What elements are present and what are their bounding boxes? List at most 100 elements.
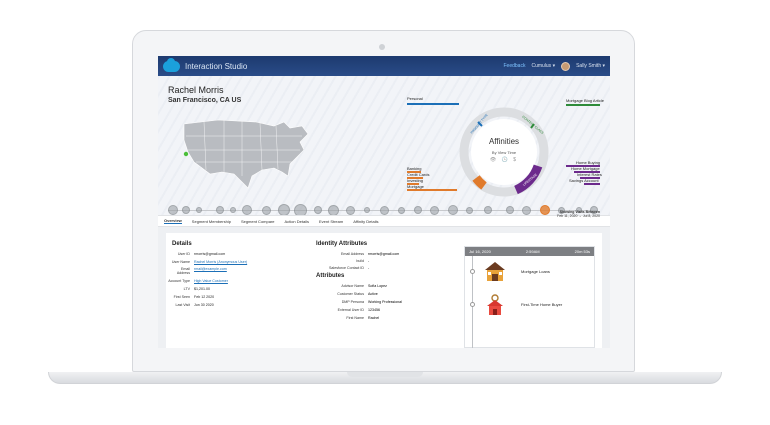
details-title: Details	[172, 241, 192, 247]
affinity-bar	[580, 177, 600, 179]
feed-header: Jul 16, 2020 2:59AM 20m 53s	[465, 247, 594, 256]
house-key-icon	[487, 294, 503, 315]
attributes-title: Attributes	[316, 273, 345, 279]
detail-row: User ID rmorris@gmail.com	[177, 252, 226, 256]
status-link[interactable]: Active	[368, 292, 378, 296]
event-feed: Jul 16, 2020 2:59AM 20m 53s Mortgage Loa…	[464, 246, 595, 348]
affinity-label-personal: Personal	[407, 96, 423, 101]
us-map-shape	[183, 119, 309, 189]
account-type-link[interactable]: High Value Customer	[194, 279, 228, 283]
identity-row: build -	[356, 259, 370, 263]
attribute-row: External User ID 123456	[337, 308, 380, 312]
visit-bubble[interactable]	[430, 206, 439, 215]
visit-bubble[interactable]	[230, 207, 236, 213]
tab-affinity-details[interactable]: Affinity Details	[353, 218, 379, 224]
visit-bubble[interactable]	[216, 206, 224, 214]
detail-row: LTV $1,201.00	[183, 287, 210, 291]
salesforce-cloud-icon	[163, 57, 180, 72]
feed-event-2[interactable]: First-Time Home Buyer	[521, 302, 563, 307]
affinity-bar	[584, 183, 600, 185]
ring-tick-green	[530, 123, 535, 129]
screen: Interaction Studio Feedback Cumulus ▾ Sa…	[158, 56, 610, 348]
profile-name: Rachel Morris	[168, 85, 224, 95]
feed-ago: 20m 53s	[574, 249, 590, 254]
detail-row: Account Type High Value Customer	[168, 279, 228, 283]
visit-bubble[interactable]	[466, 207, 473, 214]
profile-location: San Francisco, CA US	[168, 97, 242, 104]
camera-icon	[379, 44, 385, 50]
feed-dot	[470, 302, 475, 307]
identity-row: Email Address rmorris@gmail.com	[341, 252, 400, 256]
visit-bubble[interactable]	[506, 206, 514, 214]
feedback-link[interactable]: Feedback	[503, 63, 526, 69]
visit-bubble[interactable]	[522, 206, 531, 215]
affinity-bar	[566, 104, 600, 106]
visit-bubble[interactable]	[558, 207, 565, 214]
laptop-notch	[347, 372, 423, 377]
visit-bubble[interactable]	[398, 207, 405, 214]
visit-bubble[interactable]	[242, 205, 252, 215]
affinity-label-interest-rates: Interest Rates	[577, 172, 602, 177]
feed-time: 2:59AM	[525, 249, 540, 254]
visit-range[interactable]: Showing Visits Between Feb 11, 2020 → Ju…	[557, 210, 600, 218]
affinities-title: Affinities	[488, 137, 520, 146]
affinity-bar	[407, 171, 421, 173]
user-name-link[interactable]: Rachel Morris (Anonymous User)	[194, 260, 248, 264]
attribute-row: DMP Persona Working Professional	[341, 300, 402, 304]
first-name-link[interactable]: Rachel	[368, 316, 380, 320]
tab-action-details[interactable]: Action Details	[284, 218, 309, 224]
us-map	[183, 119, 309, 189]
affinity-label-mortgage-blog: Mortgage Blog Article	[566, 98, 605, 103]
visit-bubble[interactable]	[346, 206, 355, 215]
detail-row: Email Address rmail@example.com	[176, 267, 227, 275]
feed-event-1[interactable]: Mortgage Loans	[521, 269, 550, 274]
visit-bubble[interactable]	[414, 206, 422, 214]
feed-date: Jul 16, 2020	[469, 249, 491, 254]
visit-bubble[interactable]	[168, 205, 178, 215]
app-header: Interaction Studio Feedback Cumulus ▾ Sa…	[158, 56, 610, 76]
affinity-label-home-buying: Home Buying	[576, 160, 601, 165]
tab-overview[interactable]: Overview	[164, 218, 182, 224]
affinity-bar	[407, 177, 423, 179]
affinity-bar	[566, 165, 600, 167]
visit-bubble[interactable]	[576, 207, 582, 213]
affinity-label-savings-account: Savings Account	[569, 178, 599, 183]
tab-event-stream[interactable]: Event Stream	[318, 218, 344, 224]
attribute-row: First Name Rachel	[346, 316, 380, 320]
detail-row: First Seen Feb 12 2020	[173, 295, 215, 299]
visit-bubble[interactable]	[364, 207, 370, 213]
avatar[interactable]	[561, 61, 571, 71]
visit-timeline[interactable]	[168, 204, 598, 217]
visit-bubble[interactable]	[314, 206, 322, 214]
external-id-link[interactable]: 123456	[368, 308, 380, 312]
ring-segment-orange	[472, 175, 487, 190]
house-icon	[485, 262, 505, 281]
persona-link[interactable]: Working Professional	[368, 300, 402, 304]
visit-bubble[interactable]	[448, 205, 458, 215]
email-link[interactable]: rmail@example.com	[194, 267, 227, 271]
visit-bubble-selected[interactable]	[540, 205, 550, 215]
visit-bubble[interactable]	[590, 206, 598, 214]
affinity-bar	[407, 189, 457, 191]
visit-bubble[interactable]	[196, 207, 202, 213]
advisor-link[interactable]: Sofia Lopez	[368, 284, 387, 288]
attribute-row: Customer Status Active	[337, 292, 378, 296]
affinity-bar	[407, 183, 419, 185]
account-dropdown[interactable]: Cumulus ▾	[531, 63, 556, 69]
visit-bubble[interactable]	[262, 206, 271, 215]
view-time-icons[interactable]: 👁 🕒 $	[489, 157, 519, 163]
affinity-label-home-mortgage: Home Mortgage	[571, 166, 600, 171]
ring-segment-lifestage	[513, 164, 543, 195]
tab-segment-compare[interactable]: Segment Compare	[240, 218, 275, 224]
user-menu[interactable]: Sally Smith ▾	[576, 63, 605, 69]
profile-hero: Rachel Morris San Francisco, CA US Perso…	[158, 76, 610, 227]
overview-panel: Details User ID rmorris@gmail.com User Na…	[158, 227, 610, 348]
affinity-label-credit-cards: Credit Cards	[407, 172, 430, 177]
affinity-label-investing: Investing	[407, 178, 424, 183]
visit-bubble[interactable]	[380, 206, 389, 215]
tab-segment-membership[interactable]: Segment Membership	[191, 218, 231, 224]
visit-bubble[interactable]	[484, 206, 492, 214]
visit-bubble[interactable]	[182, 206, 190, 214]
ring-tick-blue	[477, 121, 483, 127]
